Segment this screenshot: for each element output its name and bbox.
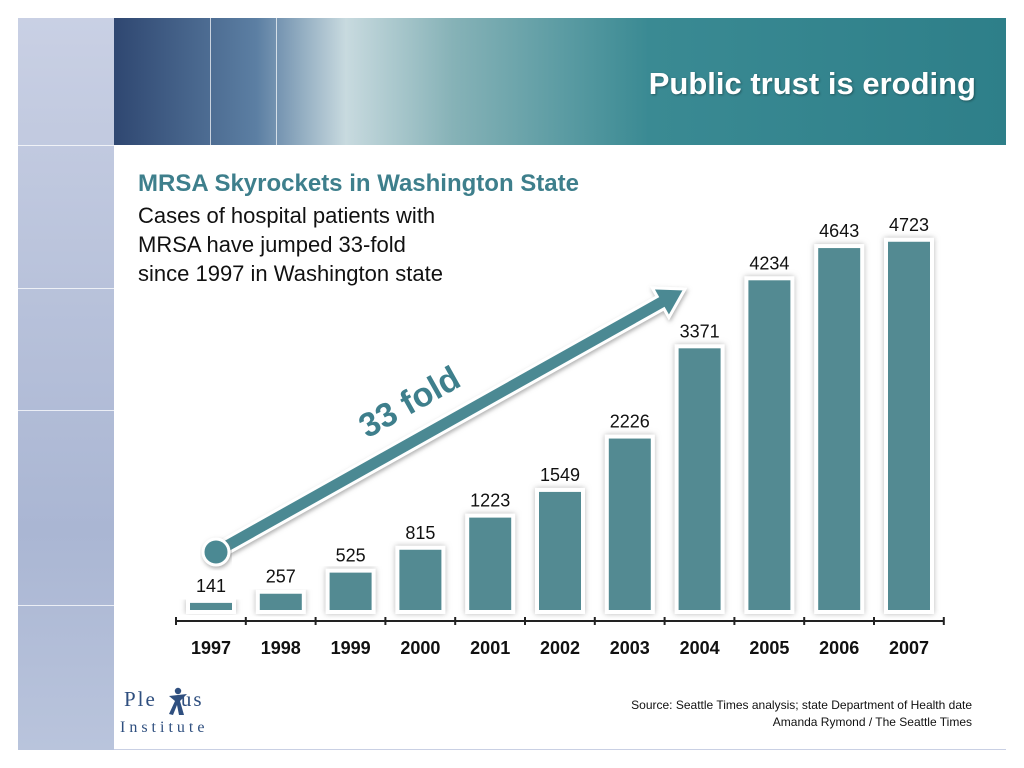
slide-title: Public trust is eroding: [648, 66, 976, 101]
logo-text-top: Ple us: [124, 687, 204, 711]
data-label: 3371: [680, 321, 720, 341]
footer-divider: [114, 749, 1006, 750]
data-label: 4234: [749, 253, 789, 273]
data-label: 1549: [540, 465, 580, 485]
bar-2002: [535, 487, 585, 614]
bars-group: 141 257 525 815 1223 1549 2226 3371 4234 4643 4723: [186, 215, 934, 615]
x-tick-label: 2006: [819, 638, 859, 658]
bar-2006: [814, 244, 865, 614]
bar-1998: [255, 589, 306, 615]
arrow-start-dot: [201, 537, 231, 567]
bar-2005: [744, 276, 795, 614]
panel-divider: [18, 605, 114, 606]
chart-subtitle: Cases of hospital patients with MRSA hav…: [138, 201, 518, 288]
left-photo-panel: [18, 18, 114, 750]
bar-2004: [674, 344, 725, 614]
source-line: Source: Seattle Times analysis; state De…: [631, 698, 972, 712]
bar-2003: [604, 434, 655, 614]
x-tick-label: 2005: [749, 638, 789, 658]
x-tick-label: 2001: [470, 638, 510, 658]
data-label: 1223: [470, 491, 510, 511]
bar-1997: [186, 598, 236, 615]
x-tick-label: 1999: [331, 638, 371, 658]
x-tick-label: 1997: [191, 638, 231, 658]
x-tick-label: 2002: [540, 638, 580, 658]
source-line: Amanda Rymond / The Seattle Times: [772, 715, 972, 729]
plexus-institute-logo: Ple us Institute: [120, 685, 240, 745]
x-axis: 1997 1998 1999 2000 2001 2002 2003 2004 2005 2006…: [175, 617, 945, 658]
data-label: 141: [196, 576, 226, 596]
panel-divider: [18, 288, 114, 289]
subtitle-line: since 1997 in Washington state: [138, 261, 443, 286]
data-label: 815: [405, 523, 435, 543]
subtitle-line: MRSA have jumped 33-fold: [138, 232, 406, 257]
logo-figure-icon: [169, 687, 187, 715]
bar-2000: [395, 545, 446, 615]
banner-divider: [276, 18, 277, 145]
x-tick-label: 2004: [680, 638, 720, 658]
data-label: 4643: [819, 221, 859, 241]
annotation-33-fold: 33 fold: [353, 359, 467, 446]
bar-2007: [884, 237, 934, 614]
chart-title: MRSA Skyrockets in Washington State: [138, 170, 579, 197]
bar-1999: [325, 568, 376, 615]
data-label: 4723: [889, 215, 929, 235]
panel-divider: [18, 410, 114, 411]
source-note: Source: Seattle Times analysis; state De…: [631, 697, 972, 731]
data-label: 2226: [610, 412, 650, 432]
subtitle-line: Cases of hospital patients with: [138, 203, 436, 228]
growth-arrow-shaft: [210, 286, 688, 561]
x-tick-label: 2003: [610, 638, 650, 658]
x-tick-label: 1998: [261, 638, 301, 658]
x-tick-label: 2007: [889, 638, 929, 658]
growth-arrow: 33 fold: [201, 286, 688, 567]
x-tick-label: 2000: [400, 638, 440, 658]
data-label: 525: [336, 546, 366, 566]
panel-divider: [18, 145, 114, 146]
bar-2001: [465, 513, 516, 615]
header-banner: Public trust is eroding: [114, 18, 1006, 145]
logo-text-bottom: Institute: [120, 719, 209, 736]
data-label: 257: [266, 567, 296, 587]
banner-divider: [210, 18, 211, 145]
